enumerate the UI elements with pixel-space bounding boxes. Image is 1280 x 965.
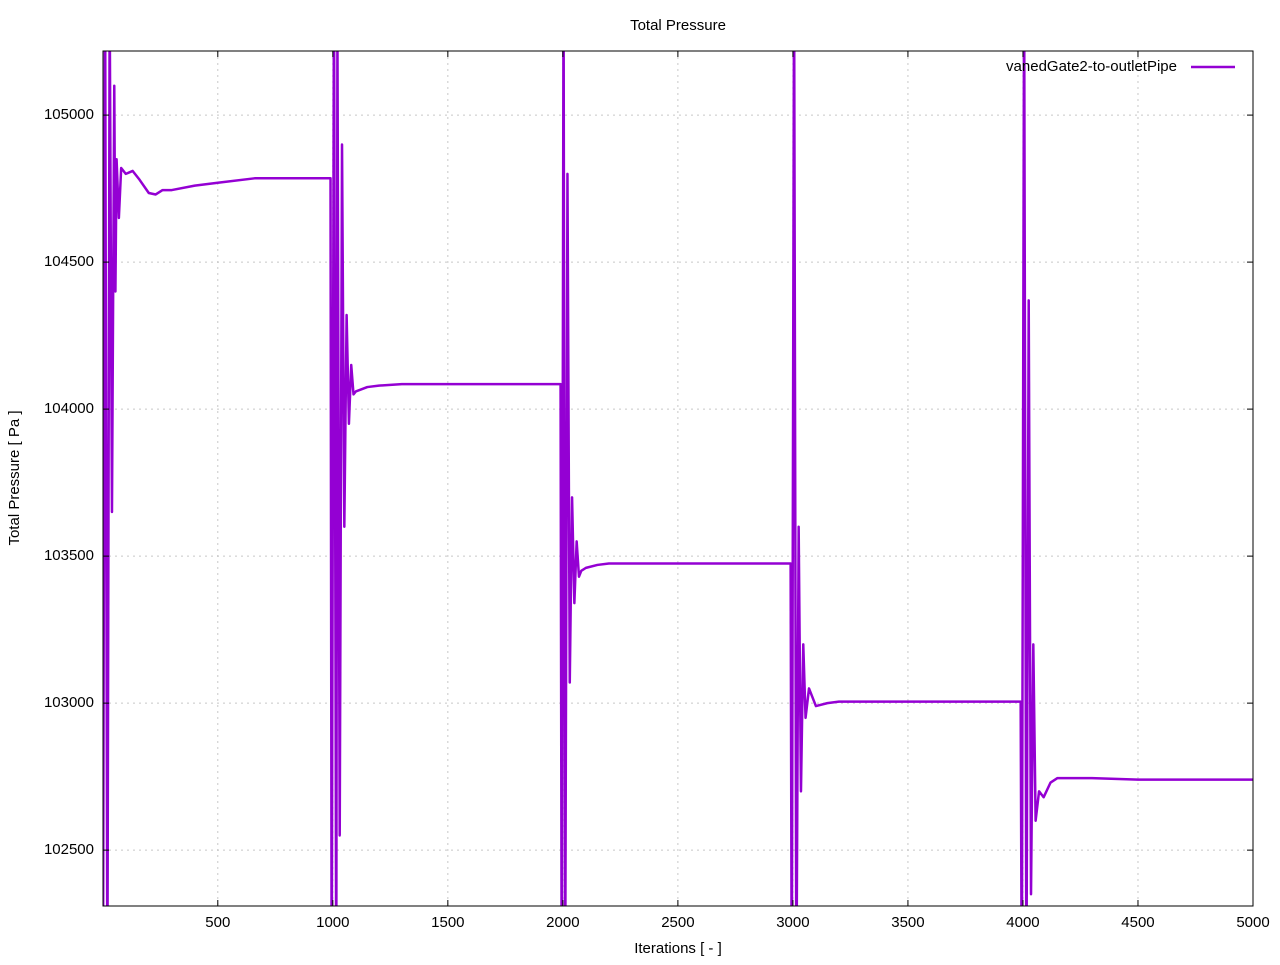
x-axis-label: Iterations [ - ] bbox=[634, 940, 722, 957]
y-axis-label: Total Pressure [ Pa ] bbox=[6, 410, 23, 545]
x-tick-label: 4000 bbox=[1006, 914, 1039, 931]
x-tick-label: 4500 bbox=[1121, 914, 1154, 931]
x-tick-label: 5000 bbox=[1236, 914, 1269, 931]
x-tick-label: 1000 bbox=[316, 914, 349, 931]
y-tick-label: 104500 bbox=[44, 253, 94, 270]
y-tick-label: 105000 bbox=[44, 106, 94, 123]
x-tick-label: 3500 bbox=[891, 914, 924, 931]
x-tick-label: 3000 bbox=[776, 914, 809, 931]
x-tick-label: 500 bbox=[205, 914, 230, 931]
legend-label: vanedGate2-to-outletPipe bbox=[1006, 58, 1177, 75]
x-tick-label: 1500 bbox=[431, 914, 464, 931]
y-tick-label: 102500 bbox=[44, 841, 94, 858]
y-tick-label: 103500 bbox=[44, 547, 94, 564]
plot-area bbox=[103, 51, 1253, 906]
x-tick-label: 2500 bbox=[661, 914, 694, 931]
y-tick-label: 104000 bbox=[44, 400, 94, 417]
x-tick-label: 2000 bbox=[546, 914, 579, 931]
series-line bbox=[103, 51, 1253, 906]
y-tick-label: 103000 bbox=[44, 694, 94, 711]
chart-title: Total Pressure bbox=[630, 17, 726, 34]
